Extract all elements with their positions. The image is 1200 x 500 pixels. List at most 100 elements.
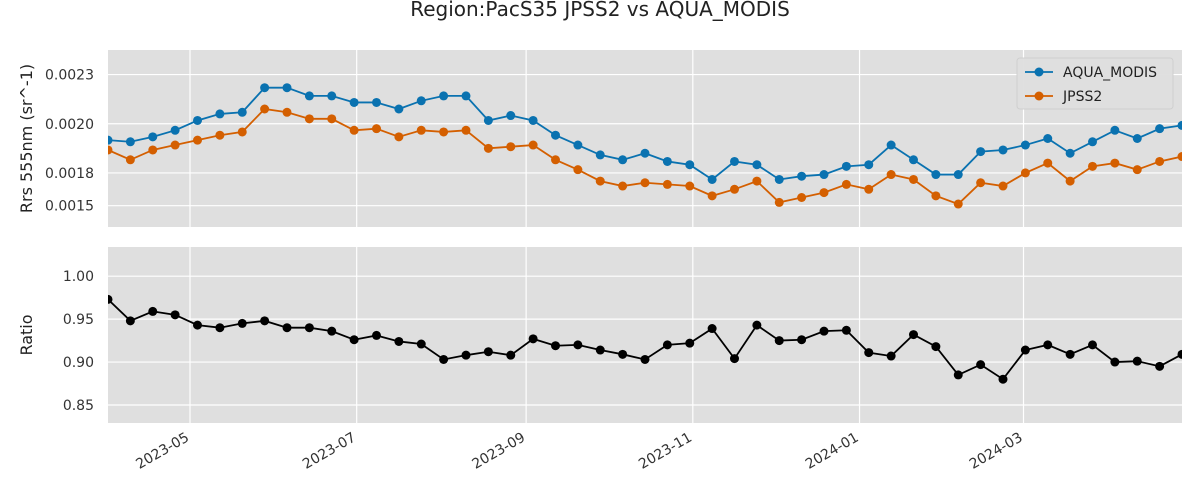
top-series-point-1 <box>1065 176 1075 186</box>
top-series-point-0 <box>108 135 113 145</box>
top-series-point-1 <box>1020 168 1030 178</box>
bottom-y-axis-label: Ratio <box>17 314 36 355</box>
top-series-point-0 <box>685 160 695 170</box>
bottom-series-point-0 <box>797 335 807 345</box>
bottom-panel: 0.85 0.90 0.95 1.00 Ratio <box>17 247 1182 423</box>
x-tick-label: 2023-11 <box>636 430 695 473</box>
top-series-point-0 <box>998 145 1008 155</box>
top-series-point-1 <box>1088 161 1097 171</box>
top-series-point-1 <box>953 199 963 209</box>
top-series-point-1 <box>439 127 449 137</box>
top-series-point-1 <box>1110 158 1120 168</box>
bottom-series-point-0 <box>1155 361 1165 371</box>
top-series-point-0 <box>483 115 493 125</box>
bottom-series-point-0 <box>976 360 986 370</box>
top-series-point-0 <box>193 115 202 125</box>
top-y-axis-label: Rrs 555nm (sr^-1) <box>17 64 36 213</box>
top-series-point-1 <box>237 127 247 137</box>
bottom-series-point-0 <box>774 336 784 346</box>
bottom-series-point-0 <box>909 330 918 340</box>
top-series-point-0 <box>461 91 471 101</box>
top-series-point-0 <box>394 104 404 114</box>
bottom-series-point-0 <box>506 350 516 360</box>
bottom-series-point-0 <box>372 330 381 340</box>
top-series-point-0 <box>707 174 717 184</box>
top-series-point-0 <box>304 91 314 101</box>
top-series-point-0 <box>976 147 986 157</box>
bottom-series-point-0 <box>1110 357 1120 367</box>
top-series-point-1 <box>707 191 717 201</box>
top-series-point-0 <box>1155 124 1165 134</box>
top-series-point-1 <box>551 155 560 165</box>
bottom-series-point-0 <box>260 316 270 326</box>
bottom-y-tick-label: 0.95 <box>63 312 94 328</box>
top-plot-area <box>108 50 1182 227</box>
bottom-series-point-0 <box>148 306 158 316</box>
top-series-point-0 <box>953 170 963 180</box>
top-series-point-0 <box>327 91 337 101</box>
legend-label: JPSS2 <box>1062 89 1102 105</box>
top-y-tick-label: 0.0023 <box>45 68 94 84</box>
top-series-point-0 <box>797 171 807 181</box>
top-series-point-0 <box>506 111 516 121</box>
legend-swatch-marker <box>1034 67 1044 77</box>
bottom-series-point-0 <box>237 318 247 328</box>
top-series-point-1 <box>573 165 583 175</box>
top-series-point-0 <box>886 140 896 150</box>
bottom-series-point-0 <box>551 341 560 351</box>
bottom-series-point-0 <box>730 354 739 364</box>
top-series-point-1 <box>506 142 516 152</box>
bottom-series-point-0 <box>349 335 359 345</box>
top-series-point-0 <box>640 148 650 158</box>
top-series-point-1 <box>1177 152 1182 162</box>
top-series-point-1 <box>108 145 113 155</box>
bottom-series-point-0 <box>108 294 113 304</box>
bottom-series-point-0 <box>595 345 605 355</box>
bottom-series-point-0 <box>662 340 672 350</box>
legend-swatch-marker <box>1034 91 1044 101</box>
top-series-point-1 <box>148 145 158 155</box>
top-series-point-1 <box>1155 156 1165 166</box>
top-series-point-0 <box>841 161 851 171</box>
bottom-series-point-0 <box>282 323 292 333</box>
bottom-series-point-0 <box>1132 356 1142 366</box>
top-series-point-1 <box>819 188 829 198</box>
top-series-point-1 <box>260 104 270 114</box>
top-series-point-0 <box>931 170 941 180</box>
bottom-series-point-0 <box>573 340 583 350</box>
top-series-point-1 <box>349 125 359 135</box>
top-series-point-0 <box>125 137 135 147</box>
top-series-point-1 <box>886 170 896 180</box>
bottom-series-point-0 <box>819 326 829 336</box>
top-series-point-1 <box>461 125 471 135</box>
x-tick-label: 2023-07 <box>300 430 359 473</box>
top-series-point-1 <box>976 178 986 188</box>
top-series-point-0 <box>282 83 292 93</box>
bottom-y-tick-label: 0.85 <box>63 398 94 414</box>
top-series-point-1 <box>193 135 202 145</box>
top-series-point-0 <box>662 156 672 166</box>
top-series-point-0 <box>1020 140 1030 150</box>
bottom-series-point-0 <box>685 338 695 348</box>
top-series-point-0 <box>1088 137 1097 147</box>
bottom-series-point-0 <box>998 374 1008 384</box>
top-series-point-1 <box>1132 165 1142 175</box>
top-series-point-0 <box>1177 120 1182 130</box>
top-series-point-0 <box>864 160 874 170</box>
top-series-point-1 <box>685 181 695 191</box>
top-y-tick-label: 0.0020 <box>45 117 94 133</box>
top-series-point-0 <box>909 155 918 165</box>
bottom-series-point-0 <box>304 323 314 333</box>
bottom-series-point-0 <box>618 349 628 359</box>
bottom-series-point-0 <box>125 316 135 326</box>
top-series-point-0 <box>573 140 583 150</box>
top-series-point-1 <box>483 143 493 153</box>
top-panel: 0.0015 0.0018 0.0020 0.0023 Rrs 555nm (sr^-1… <box>17 50 1182 227</box>
x-tick-label: 2023-09 <box>469 430 528 473</box>
top-series-point-0 <box>618 155 628 165</box>
top-y-tick-label: 0.0015 <box>45 199 94 215</box>
top-series-point-0 <box>595 150 605 160</box>
bottom-series-point-0 <box>1020 345 1030 355</box>
top-series-point-0 <box>1132 134 1142 143</box>
